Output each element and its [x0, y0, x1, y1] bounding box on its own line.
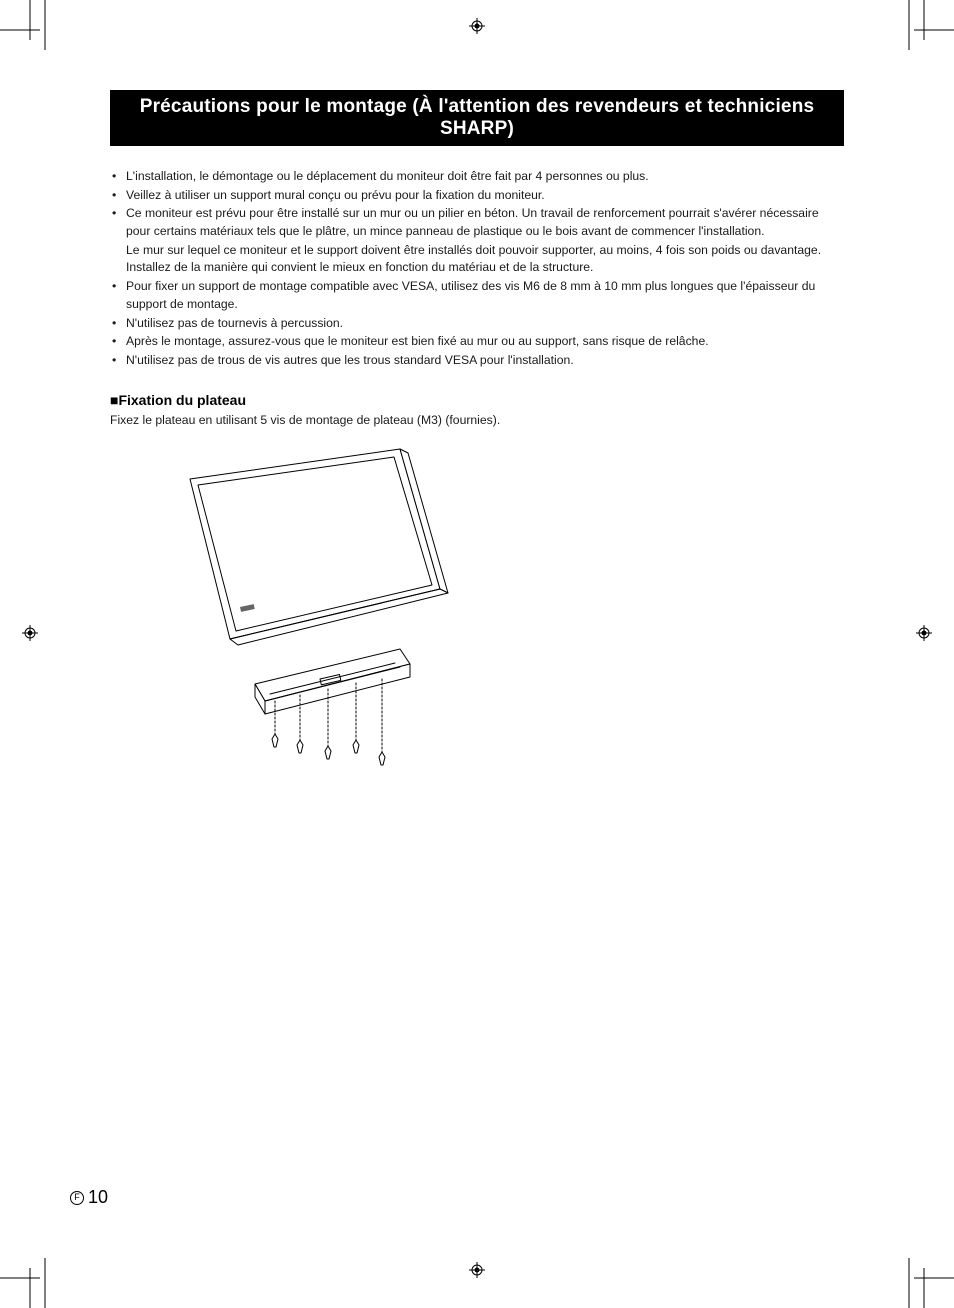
registration-mark-icon — [469, 1262, 485, 1278]
page-content: Précautions pour le montage (À l'attenti… — [110, 90, 844, 784]
list-item: L'installation, le démontage ou le dépla… — [110, 168, 844, 186]
list-item: Veillez à utiliser un support mural conç… — [110, 187, 844, 205]
list-item: Pour fixer un support de montage compati… — [110, 278, 844, 313]
section-heading: ■Fixation du plateau — [110, 392, 844, 408]
registration-mark-icon — [469, 18, 485, 34]
list-item: Après le montage, assurez-vous que le mo… — [110, 333, 844, 351]
list-item: N'utilisez pas de tournevis à percussion… — [110, 315, 844, 333]
page-number-value: 10 — [88, 1187, 108, 1208]
monitor-tray-diagram — [170, 439, 844, 784]
list-item: N'utilisez pas de trous de vis autres qu… — [110, 352, 844, 370]
page-number: F 10 — [70, 1187, 108, 1208]
list-item: Ce moniteur est prévu pour être installé… — [110, 205, 844, 240]
page-title: Précautions pour le montage (À l'attenti… — [110, 90, 844, 146]
registration-mark-icon — [916, 625, 932, 641]
precautions-list: Pour fixer un support de montage compati… — [110, 278, 844, 369]
language-badge: F — [70, 1191, 84, 1205]
registration-mark-icon — [22, 625, 38, 641]
list-item-continuation: Le mur sur lequel ce moniteur et le supp… — [110, 242, 844, 277]
precautions-list: L'installation, le démontage ou le dépla… — [110, 168, 844, 241]
section-body: Fixez le plateau en utilisant 5 vis de m… — [110, 412, 844, 430]
